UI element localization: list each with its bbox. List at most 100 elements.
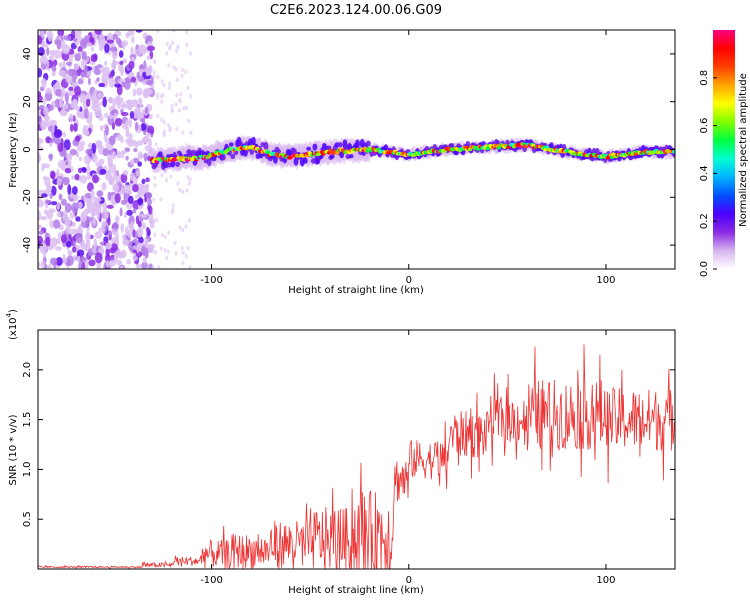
spectrogram-noise-blob — [112, 222, 119, 230]
spectrogram-noise-blob — [120, 223, 124, 233]
spectrogram-noise-blob — [91, 104, 97, 111]
spectrogram-noise-blob — [57, 232, 62, 240]
spectrogram-noise-blob — [154, 250, 158, 255]
spectrogram-noise-blob — [101, 220, 107, 228]
spectrogram-noise-blob — [126, 209, 133, 216]
spectrogram-noise-blob — [121, 58, 128, 64]
spectrogram-noise-blob — [140, 222, 146, 230]
spectrogram-noise-blob — [156, 30, 160, 34]
spectrogram-noise-blob — [186, 175, 190, 180]
spectrogram-noise-blob — [88, 259, 96, 267]
spectrogram-noise-blob — [38, 35, 43, 45]
spectrogram-noise-blob — [72, 240, 76, 247]
svg-text:(x104): (x104) — [5, 309, 19, 340]
spectrogram-noise-blob — [120, 111, 129, 117]
spectrogram-noise-blob — [170, 210, 174, 215]
spectrogram-noise-blob — [181, 260, 185, 266]
spectrogram-noise-blob — [144, 250, 149, 259]
spectrogram-noise-blob — [56, 201, 61, 211]
spectrogram-noise-blob — [168, 126, 172, 131]
spectrogram-noise-blob — [102, 96, 107, 108]
spectrogram-noise-blob — [96, 140, 103, 148]
spectrogram-noise-blob — [115, 117, 123, 127]
spectrogram-noise-blob — [73, 196, 78, 202]
y-tick-label: -40 — [22, 237, 33, 253]
spectrogram-noise-blob — [159, 197, 163, 202]
spectrogram-signal-blob — [243, 148, 248, 157]
spectrogram-noise-blob — [121, 124, 129, 129]
spectrogram-noise-blob — [119, 103, 127, 108]
spectrogram-noise-blob — [107, 157, 113, 167]
spectrogram-noise-blob — [85, 231, 91, 243]
spectrogram-noise-blob — [96, 77, 100, 82]
spectrogram-noise-blob — [105, 242, 112, 250]
spectrogram-noise-blob — [47, 30, 54, 42]
spectrogram-signal-blob — [303, 157, 308, 164]
spectrogram-noise-blob — [122, 238, 129, 246]
spectrogram-noise-blob — [178, 187, 182, 193]
spectrogram-noise-blob — [145, 184, 149, 194]
spectrogram-signal-blob — [318, 154, 324, 160]
spectrogram-noise-blob — [182, 106, 186, 111]
spectrogram-noise-blob — [86, 202, 93, 208]
spectrogram-noise-blob — [96, 190, 103, 197]
spectrogram-noise-blob — [49, 119, 57, 127]
spectrogram-noise-blob — [38, 235, 43, 246]
spectrogram-noise-blob — [57, 142, 64, 152]
spectrogram-noise-blob — [38, 210, 42, 222]
spectrogram-noise-blob — [178, 225, 182, 230]
spectrogram-noise-blob — [180, 73, 184, 79]
spectrogram-noise-blob — [75, 216, 81, 222]
spectrogram-noise-blob — [89, 95, 94, 101]
spectrogram-noise-blob — [49, 257, 58, 266]
spectrogram-noise-blob — [86, 165, 91, 176]
spectrogram-noise-blob — [52, 84, 57, 94]
spectrogram-noise-blob — [116, 150, 121, 159]
spectrogram-noise-blob — [80, 38, 88, 49]
spectrogram-noise-blob — [180, 246, 184, 251]
spectrogram-noise-blob — [91, 66, 95, 73]
spectrogram-noise-blob — [137, 204, 144, 210]
spectrogram-noise-blob — [151, 266, 155, 269]
spectrogram-noise-blob — [92, 174, 99, 184]
spectrogram-noise-blob — [128, 117, 132, 128]
spectrogram-noise-blob — [135, 113, 143, 121]
snr-yscale-base: (x10 — [8, 317, 19, 340]
spectrogram-noise-blob — [139, 45, 147, 55]
spectrogram-noise-blob — [101, 182, 107, 191]
spectrogram-ticks: -100 0 100 -40 -20 0 20 40 — [22, 30, 675, 286]
spectrogram-noise-blob — [146, 132, 152, 138]
spectrogram-noise-blob — [46, 210, 53, 220]
spectrogram-signal-blob — [230, 153, 236, 159]
spectrogram-noise-blob — [59, 97, 64, 109]
spectrogram-noise-blob — [175, 92, 179, 98]
spectrogram-noise-blob — [79, 175, 88, 184]
spectrogram-noise-blob — [153, 183, 157, 188]
spectrogram-noise-blob — [104, 254, 111, 263]
spectrogram-noise-blob — [43, 120, 51, 128]
spectrogram-noise-blob — [134, 49, 141, 57]
spectrogram-noise-blob — [63, 139, 71, 151]
spectrogram-noise-blob — [38, 46, 45, 56]
spectrogram-noise-blob — [65, 241, 72, 248]
spectrogram-noise-blob — [152, 74, 156, 79]
spectrogram-noise-blob — [89, 36, 95, 43]
spectrogram-noise-blob — [70, 228, 78, 235]
spectrogram-noise-blob — [115, 177, 119, 185]
spectrogram-noise-blob — [65, 75, 73, 84]
spectrogram-noise-blob — [94, 252, 103, 264]
spectrogram-noise-blob — [78, 224, 83, 235]
spectrogram-noise-blob — [121, 81, 126, 88]
spectrogram-noise-blob — [43, 96, 47, 106]
spectrogram-noise-blob — [185, 30, 188, 35]
spectrogram-noise-blob — [129, 111, 134, 119]
spectrogram-noise-blob — [107, 97, 114, 104]
spectrogram-noise-blob — [111, 200, 117, 206]
spectrogram-noise-blob — [74, 135, 81, 142]
spectrogram-noise-blob — [104, 43, 110, 54]
spectrogram-noise-blob — [64, 92, 69, 103]
spectrogram-noise-blob — [38, 110, 41, 117]
spectrogram-noise-blob — [80, 71, 86, 78]
spectrogram-noise-blob — [126, 259, 131, 265]
